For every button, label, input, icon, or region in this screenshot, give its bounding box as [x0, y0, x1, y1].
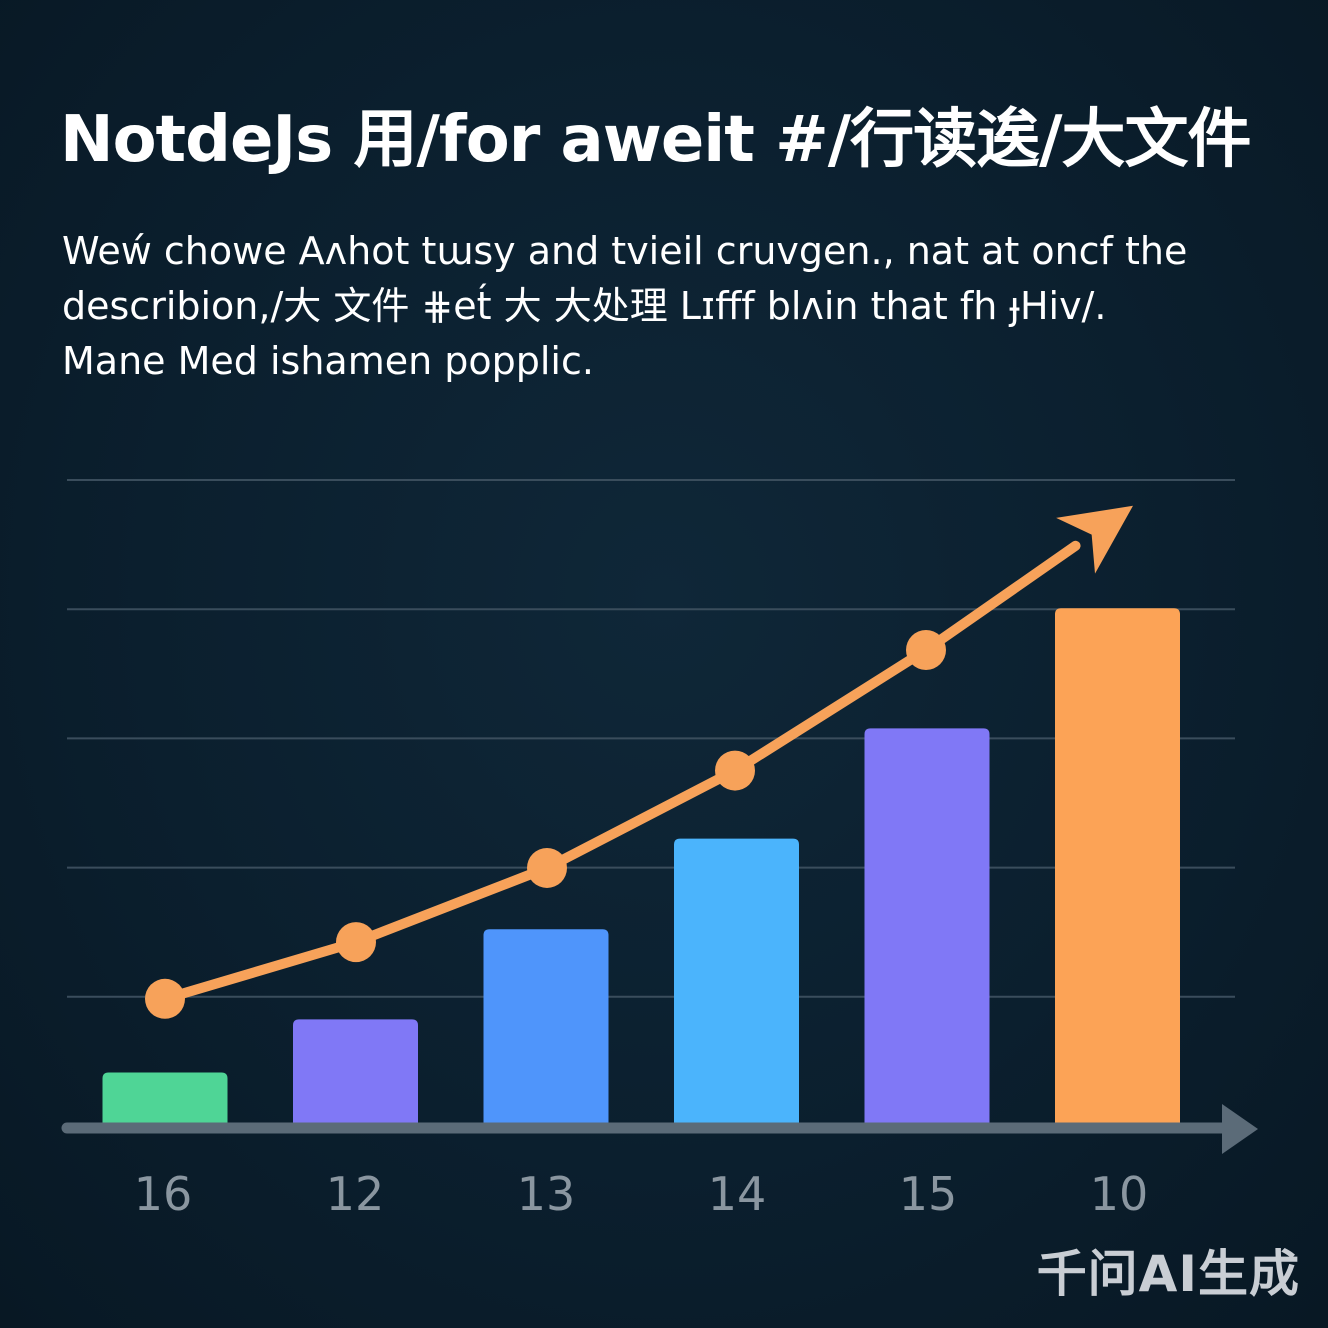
x-tick-label-5: 10: [1090, 1167, 1149, 1221]
trend-point-2: [527, 847, 567, 888]
description-line-2: describion,/大 文件 ⋕et́ 大 大处理 Lɪfff blʌin …: [62, 284, 1107, 328]
bar-15-4: [864, 728, 990, 1124]
bar-12-1: [293, 1019, 418, 1124]
trend-point-0: [145, 978, 185, 1019]
bar-13-2: [483, 929, 609, 1124]
description-line-3: Mane Med ishamen popplic.: [62, 339, 594, 383]
bar-10-5: [1055, 608, 1180, 1124]
x-axis: [61, 1104, 1258, 1154]
trend-arrowhead: [1056, 505, 1133, 574]
trend-line: [145, 505, 1133, 1019]
description-line-1: Weẃ chowe Aʌhot tɯsy and tvieil cruvgen.…: [62, 229, 1188, 273]
gridlines: [67, 479, 1235, 998]
x-tick-label-4: 15: [899, 1167, 958, 1221]
chart-title: NotdeJs 用/for aweit #/行读逘/大文件: [60, 103, 1251, 177]
bars: [102, 608, 1180, 1124]
x-tick-label-1: 12: [326, 1167, 385, 1221]
trend-polyline: [160, 540, 1081, 1004]
x-tick-label-0: 16: [134, 1167, 193, 1221]
x-tick-labels: 16 12 13 14 15 10: [134, 1167, 1149, 1221]
x-tick-label-3: 14: [708, 1167, 767, 1221]
watermark: 千问AI生成: [1036, 1245, 1300, 1303]
x-axis-arrowhead: [1222, 1104, 1258, 1154]
bar-14-3: [674, 838, 799, 1124]
trend-point-4: [906, 630, 946, 671]
trend-point-3: [715, 750, 755, 791]
trend-point-1: [336, 922, 376, 963]
bar-16-0: [102, 1072, 228, 1124]
chart-description: Weẃ chowe Aʌhot tɯsy and tvieil cruvgen.…: [62, 224, 1262, 389]
x-tick-label-2: 13: [517, 1167, 576, 1221]
